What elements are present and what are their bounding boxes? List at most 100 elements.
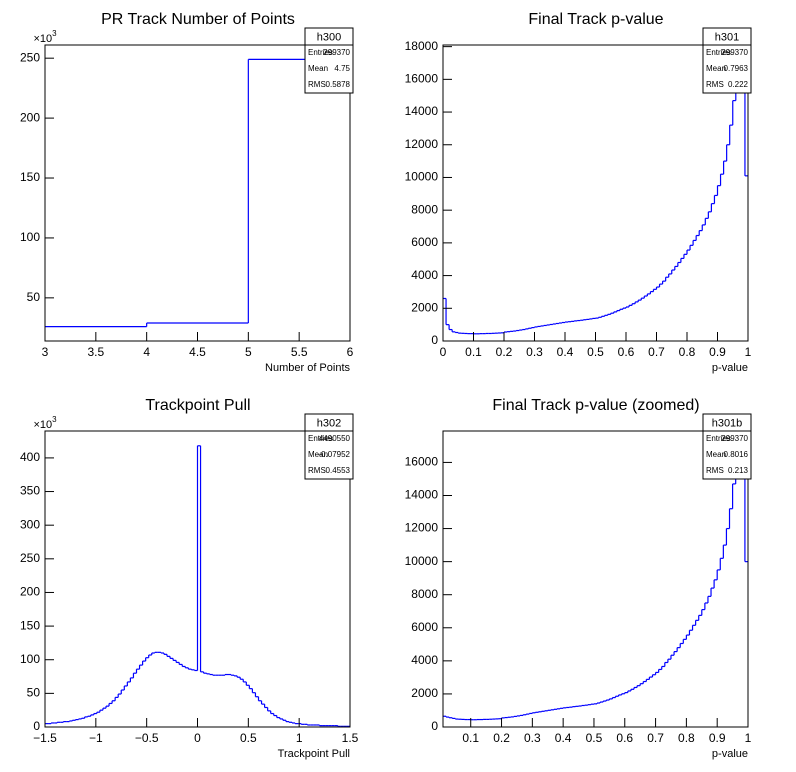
x-tick-label: 0.7	[647, 731, 664, 745]
x-tick-label: 1	[296, 731, 303, 745]
y-multiplier-base: ×10	[33, 33, 52, 45]
y-tick-label: 250	[20, 50, 40, 64]
y-tick-label: 12000	[405, 521, 439, 535]
x-tick-label: 0.1	[462, 731, 479, 745]
stats-value: 0.4553	[326, 466, 351, 475]
stats-value: 4490550	[319, 434, 351, 443]
y-tick-label: 14000	[405, 104, 439, 118]
x-tick-label: 0	[194, 731, 201, 745]
x-axis-title: Trackpoint Pull	[278, 748, 350, 760]
stats-label: Entries	[308, 434, 333, 443]
y-multiplier: ×103	[33, 29, 57, 45]
y-tick-label: 4000	[411, 653, 438, 667]
x-tick-label: −0.5	[135, 731, 159, 745]
stats-value: 299370	[721, 48, 748, 57]
x-tick-label: 5	[245, 345, 252, 359]
stats-value: 299370	[721, 434, 748, 443]
x-tick-label: 0.2	[493, 731, 510, 745]
y-multiplier: ×103	[33, 415, 57, 431]
stats-name: h301	[715, 31, 739, 43]
y-multiplier-base: ×10	[33, 419, 52, 431]
stats-value: 0.8016	[724, 450, 749, 459]
histogram-pad: Final Track p-value 0 0.1 0.2 0.3 0.4 0.5 0.6 0.…	[405, 11, 752, 374]
histogram-line	[443, 45, 748, 335]
chart-title: Final Track p-value	[528, 11, 663, 28]
y-tick-label: 250	[20, 551, 40, 565]
stats-label: RMS	[308, 466, 326, 475]
y-tick-label: 12000	[405, 137, 439, 151]
x-tick-label: 1	[745, 345, 752, 359]
x-tick-label: 0.5	[586, 731, 603, 745]
x-tick-label: 0.5	[240, 731, 257, 745]
y-tick-label: 18000	[405, 39, 439, 53]
y-tick-label: 6000	[411, 620, 438, 634]
x-tick-label: 0.2	[496, 345, 513, 359]
x-tick-label: 5.5	[291, 345, 308, 359]
x-tick-label: 0.1	[465, 345, 482, 359]
stats-label: Entries	[706, 434, 731, 443]
stats-label: Entries	[308, 48, 333, 57]
x-axis-title: Number of Points	[265, 362, 350, 374]
y-tick-label: 300	[20, 517, 40, 531]
x-tick-label: 4	[143, 345, 150, 359]
x-tick-label: −1	[89, 731, 103, 745]
stats-value: 0.213	[728, 466, 749, 475]
histogram-line	[443, 431, 748, 721]
stats-label: Entries	[706, 48, 731, 57]
y-tick-label: 16000	[405, 72, 439, 86]
x-tick-label: 0.8	[679, 345, 696, 359]
y-multiplier-exponent: 3	[52, 29, 57, 38]
stats-label: Mean	[308, 450, 328, 459]
x-tick-label: 6	[347, 345, 354, 359]
x-tick-label: 0.3	[526, 345, 543, 359]
x-tick-label: 0.5	[587, 345, 604, 359]
x-tick-label: 3	[42, 345, 49, 359]
stats-name: h301b	[712, 417, 743, 429]
y-tick-label: 50	[27, 686, 41, 700]
y-tick-label: 2000	[411, 300, 438, 314]
y-tick-label: 200	[20, 585, 40, 599]
stats-value: 299370	[323, 48, 350, 57]
y-tick-label: 10000	[405, 554, 439, 568]
y-tick-label: 8000	[411, 587, 438, 601]
x-tick-label: 1.5	[342, 731, 359, 745]
histogram-pad: Final Track p-value (zoomed) 0.1 0.2 0.3 0.4…	[405, 397, 752, 760]
y-tick-label: 2000	[411, 686, 438, 700]
x-tick-label: 3.5	[87, 345, 104, 359]
y-tick-label: 200	[20, 110, 40, 124]
y-tick-label: 100	[20, 652, 40, 666]
stats-name: h300	[317, 31, 341, 43]
x-tick-label: 0.9	[709, 731, 726, 745]
histogram-line	[45, 445, 350, 727]
stats-label: Mean	[706, 64, 726, 73]
stats-frame	[304, 413, 354, 480]
x-axis-title: p-value	[712, 748, 748, 760]
x-tick-label: 0.9	[709, 345, 726, 359]
y-tick-label: 400	[20, 450, 40, 464]
chart-title: Trackpoint Pull	[145, 397, 250, 414]
x-tick-label: 4.5	[189, 345, 206, 359]
stats-frame	[304, 27, 354, 94]
stats-label: RMS	[706, 80, 724, 89]
stats-frame	[702, 27, 752, 94]
stats-value: 0.222	[728, 80, 749, 89]
y-tick-label: 6000	[411, 235, 438, 249]
stats-name: h302	[317, 417, 341, 429]
histogram-pad: PR Track Number of Points 3 3.5 4 4.5 5 5.5 6 50…	[20, 11, 354, 374]
y-tick-label: 0	[431, 719, 438, 733]
y-tick-label: 50	[27, 290, 41, 304]
y-tick-label: 150	[20, 170, 40, 184]
x-tick-label: 0.4	[557, 345, 574, 359]
x-tick-label: 0.8	[678, 731, 695, 745]
x-tick-label: 0.3	[524, 731, 541, 745]
x-tick-label: 0	[440, 345, 447, 359]
x-tick-label: 0.4	[555, 731, 572, 745]
x-tick-label: 0.6	[616, 731, 633, 745]
x-tick-label: 1	[745, 731, 752, 745]
y-tick-label: 4000	[411, 268, 438, 282]
stats-frame	[702, 413, 752, 480]
